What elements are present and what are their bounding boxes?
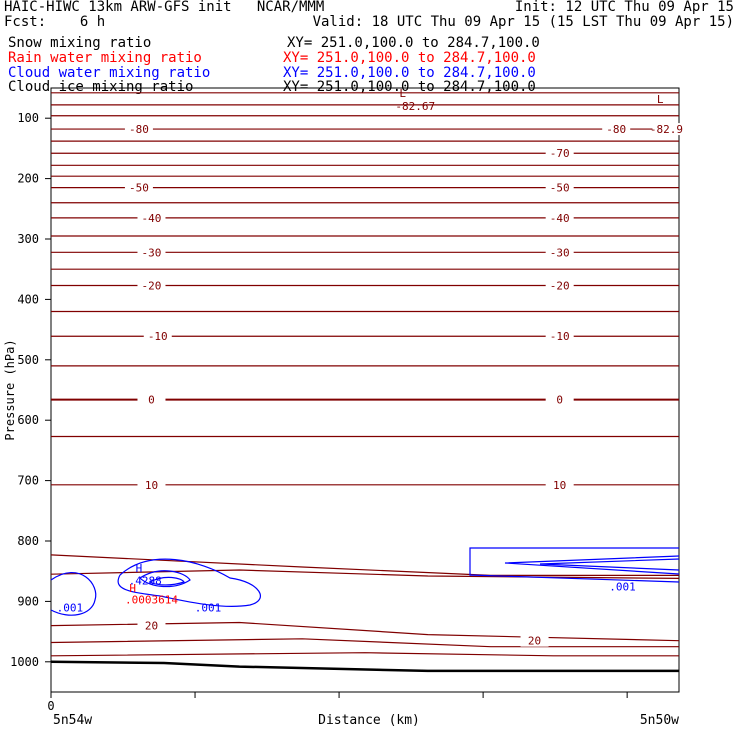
contour-label: -70 [550,147,570,160]
contour-label: 20 [528,635,541,648]
contour-label-bg [545,147,574,160]
contour-label-bg [137,393,166,406]
contour-label: -40 [142,212,162,225]
isotherm-line [50,652,679,657]
contour-label: 0 [148,394,155,407]
contour-label-bg [652,123,681,136]
header-forecast-hour: Fcst: 6 h [4,14,106,30]
contour-label: -10 [550,330,570,343]
field-xy-rain: XY= 251.0,100.0 to 284.7,100.0 [283,50,536,66]
contour-label-bg [602,123,631,136]
extremum-label: L [657,93,664,106]
x-right-location-label: 5n50w [640,713,679,728]
y-tick-label: 500 [17,353,39,367]
contour-label: 10 [145,479,158,492]
isotherm-line [50,554,679,576]
cloud-water-contour [117,558,261,607]
header-model-title: HAIC-HIWC 13km ARW-GFS init NCAR/MMM [4,0,325,15]
y-tick-label: 300 [17,232,39,246]
extremum-label: .001 [195,601,222,614]
field-xy-cloud-ice: XY= 251.0,100.0 to 284.7,100.0 [283,79,536,95]
cloud-water-contour [50,572,97,616]
contour-label: -30 [550,246,570,259]
extremum-label: L [399,87,406,100]
extremum-label: H [129,582,136,595]
y-axis-label: Pressure (hPa) [3,339,17,440]
y-tick-label: 800 [17,534,39,548]
contour-label: 10 [553,479,566,492]
extremum-label: -82.67 [395,100,435,113]
contour-label: -50 [129,182,149,195]
contour-label: 20 [145,620,158,633]
contour-label-bg [520,634,549,647]
isotherm-line [50,638,679,648]
field-label-cloud-ice: Cloud ice mixing ratio [8,79,194,95]
cloud-water-contours [50,547,680,616]
field-label-rain: Rain water mixing ratio [8,50,202,66]
y-tick-label: 600 [17,413,39,427]
extremum-label: .001 [57,601,84,614]
contour-label-bg [137,478,166,491]
contour-label-bg [545,330,574,343]
y-tick-label: 900 [17,594,39,608]
y-tick-label: 200 [17,172,39,186]
contour-labels: -80 -80 -82.9 -70 -50 -50 -40 -40 -30 -30 -20 -20 -1… [57,87,683,648]
contour-label-bg [545,246,574,259]
y-tick-label: 100 [17,111,39,125]
terrain-line [50,660,679,673]
contour-label-bg [137,211,166,224]
contour-label: -30 [142,246,162,259]
contour-label: -82.9 [650,123,683,136]
contour-label-bg [545,279,574,292]
temperature-contours [50,92,680,673]
contour-label-bg [545,181,574,194]
contour-label-bg [545,478,574,491]
x-axis-label: Distance (km) [318,713,420,728]
contour-label: -80 [129,123,149,136]
extremum-label: H [136,562,143,575]
y-tick-label: 400 [17,292,39,306]
contour-label: -20 [142,280,162,293]
cloud-water-contour [149,576,185,586]
contour-label: -20 [550,280,570,293]
y-tick-label: 700 [17,474,39,488]
contour-label: -40 [550,212,570,225]
x-first-tick-label: 0 [47,699,54,713]
contour-label-bg [137,279,166,292]
contour-label-bg [545,393,574,406]
header-init-time: Init: 12 UTC Thu 09 Apr 15 [514,0,734,15]
contour-label-bg [545,211,574,224]
cloud-water-contour [139,570,191,588]
contour-label: -10 [148,330,168,343]
cloud-water-contour [469,547,680,583]
header-valid-time: Valid: 18 UTC Thu 09 Apr 15 (15 LST Thu … [312,14,734,30]
extremum-label: .001 [609,580,636,593]
field-xy-snow: XY= 251.0,100.0 to 284.7,100.0 [287,35,540,51]
field-xy-cloud-water: XY= 251.0,100.0 to 284.7,100.0 [283,65,536,81]
y-tick-label: 1000 [10,655,39,669]
extremum-label: .0003614 [125,594,178,607]
contour-label-bg [137,619,166,632]
plot-frame [50,87,680,693]
contour-label-bg [124,123,153,136]
contour-label: -80 [606,123,626,136]
contour-label-bg [124,181,153,194]
contour-label: -50 [550,182,570,195]
cloud-water-contour [504,555,680,575]
contour-label: 0 [556,394,563,407]
contour-label-bg [143,330,172,343]
extremum-label: .4288 [129,574,162,587]
contour-label-bg [137,246,166,259]
x-left-location-label: 5n54w [53,713,92,728]
cloud-water-contour [539,558,680,571]
field-label-snow: Snow mixing ratio [8,35,152,51]
field-label-cloud-water: Cloud water mixing ratio [8,65,211,81]
